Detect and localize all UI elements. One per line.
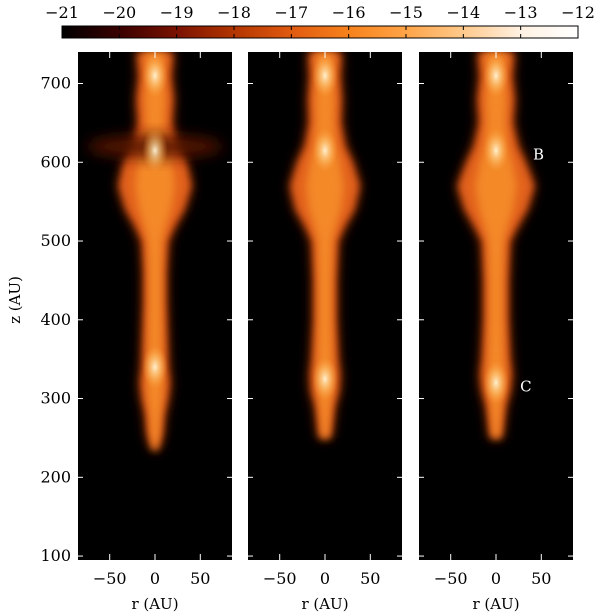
colorbar-tick-label: −13 [504, 3, 538, 22]
colorbar-gradient [61, 25, 579, 39]
jet-emission [87, 52, 223, 525]
x-tick-label: −50 [434, 569, 468, 588]
x-axis-label: r (AU) [472, 595, 519, 613]
x-tick-label: −50 [263, 569, 297, 588]
colorbar-tick-label: −17 [274, 3, 308, 22]
jet-hot-spot [142, 345, 168, 390]
x-tick-label: −50 [93, 569, 127, 588]
panel-3: −50 0 50 r (AU) B C [419, 52, 573, 613]
x-tick-label: 50 [190, 569, 210, 588]
x-tick-label: 50 [360, 569, 380, 588]
jet-hot-spot [483, 360, 509, 405]
jet-hot-spot [312, 356, 338, 401]
annotation-c: C [520, 378, 531, 396]
panel-2: −50 0 50 r (AU) [248, 52, 402, 613]
x-tick-label: 0 [150, 569, 160, 588]
x-axis-label: r (AU) [301, 595, 348, 613]
jet-hot-spot [483, 128, 509, 173]
y-tick-label: 100 [40, 546, 71, 565]
x-tick-label: 0 [320, 569, 330, 588]
colorbar-tick-label: −20 [102, 3, 136, 22]
y-tick-label: 400 [40, 310, 71, 329]
x-tick-label: 50 [531, 569, 551, 588]
jet-emission [458, 52, 534, 438]
y-tick-label: 500 [40, 231, 71, 250]
colorbar-tick-label: −15 [389, 3, 423, 22]
colorbar-ticks: −21 −20 −19 −18 −17 −16 −15 −14 −13 −12 [45, 3, 595, 38]
jet-hot-spot [312, 128, 338, 173]
x-axis-label: r (AU) [131, 595, 178, 613]
colorbar-tick-label: −18 [217, 3, 251, 22]
annotation-b: B [533, 145, 544, 163]
colorbar-tick-label: −19 [160, 3, 194, 22]
colorbar-tick-label: −14 [446, 3, 480, 22]
panel-1: −50 0 50 r (AU) [78, 52, 232, 613]
jet-emission [290, 52, 360, 438]
jet-hot-spot [483, 53, 509, 98]
colorbar-tick-label: −21 [45, 3, 79, 22]
x-tick-label: 0 [491, 569, 501, 588]
jet-hot-spot [142, 53, 168, 98]
y-tick-label: 300 [40, 389, 71, 408]
colorbar-tick-label: −16 [332, 3, 366, 22]
panels: −50 0 50r (AU)−50 0 50r (AU)−50 0 50r (AU)BC [78, 52, 573, 613]
colorbar: −21 −20 −19 −18 −17 −16 −15 −14 −13 −12 [45, 3, 595, 39]
colorbar-tick-label: −12 [561, 3, 595, 22]
y-tick-label: 600 [40, 152, 71, 171]
y-tick-label: 700 [40, 74, 71, 93]
y-axis-label: z (AU) [6, 276, 24, 324]
jet-hot-spot [312, 53, 338, 98]
y-tick-label: 200 [40, 467, 71, 486]
jet-hot-spot [142, 128, 168, 173]
y-axis-ticks: 100 200 300 400 500 600 700 [40, 74, 71, 566]
